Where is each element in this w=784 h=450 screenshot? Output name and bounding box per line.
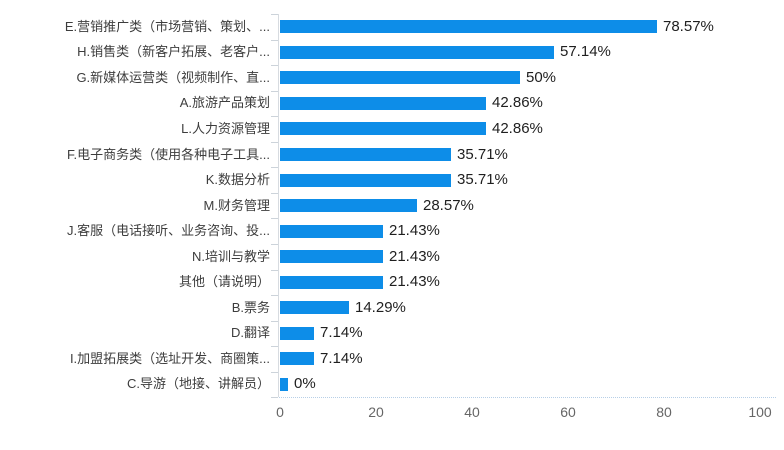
category-tick-mark [271,91,278,92]
category-label: L.人力资源管理 [181,121,270,136]
x-axis-tick-label: 0 [276,404,284,420]
category-tick-mark [271,244,278,245]
bar[interactable] [280,327,314,340]
value-label: 21.43% [389,222,440,239]
value-label: 42.86% [492,94,543,111]
value-label: 57.14% [560,43,611,60]
value-label: 7.14% [320,324,363,341]
value-label: 50% [526,69,557,86]
category-tick-mark [271,65,278,66]
category-label: F.电子商务类（使用各种电子工具... [67,147,270,162]
category-tick-mark [271,116,278,117]
value-label: 28.57% [423,197,474,214]
value-label: 0% [294,375,316,392]
category-tick-mark [271,142,278,143]
bar[interactable] [280,20,657,33]
value-label: 21.43% [389,248,440,265]
bar[interactable] [280,199,417,212]
bar[interactable] [280,250,383,263]
category-label: C.导游（地接、讲解员） [126,376,270,391]
bar[interactable] [280,378,288,391]
category-label: H.销售类（新客户拓展、老客户... [77,44,270,59]
value-label: 7.14% [320,350,363,367]
category-tick-mark [271,397,278,398]
category-tick-mark [271,295,278,296]
bar[interactable] [280,352,314,365]
bar[interactable] [280,276,383,289]
category-tick-mark [271,218,278,219]
bar[interactable] [280,301,349,314]
category-tick-mark [271,270,278,271]
category-label: N.培训与教学 [191,249,270,264]
category-tick-mark [271,321,278,322]
x-axis-tick-label: 80 [656,404,672,420]
bar[interactable] [280,46,554,59]
category-label: K.数据分析 [205,172,270,187]
value-label: 35.71% [457,171,508,188]
category-label: J.客服（电话接听、业务咨询、投... [67,223,270,238]
category-label: G.新媒体运营类（视频制作、直... [76,70,270,85]
bar[interactable] [280,148,451,161]
value-label: 35.71% [457,146,508,163]
x-axis-tick-label: 100 [748,404,772,420]
category-tick-mark [271,346,278,347]
category-tick-mark [271,40,278,41]
x-axis-tick-label: 60 [560,404,576,420]
category-label: 其他（请说明） [178,274,270,289]
bar[interactable] [280,174,451,187]
category-label: B.票务 [231,300,270,315]
bar[interactable] [280,225,383,238]
y-axis-line [278,14,279,398]
value-label: 78.57% [663,18,714,35]
x-axis-line [271,397,776,398]
x-axis-tick-label: 40 [464,404,480,420]
category-label: D.翻译 [230,325,270,340]
value-label: 14.29% [355,299,406,316]
category-label: I.加盟拓展类（选址开发、商圈策... [69,351,270,366]
category-tick-mark [271,372,278,373]
category-label: A.旅游产品策划 [179,95,270,110]
category-label: M.财务管理 [203,198,270,213]
category-label: E.营销推广类（市场营销、策划、... [64,19,270,34]
category-tick-mark [271,193,278,194]
category-tick-mark [271,167,278,168]
value-label: 42.86% [492,120,543,137]
bar[interactable] [280,97,486,110]
category-tick-mark [271,14,278,15]
bar[interactable] [280,71,520,84]
x-axis-tick-label: 20 [368,404,384,420]
bar[interactable] [280,122,486,135]
value-label: 21.43% [389,273,440,290]
